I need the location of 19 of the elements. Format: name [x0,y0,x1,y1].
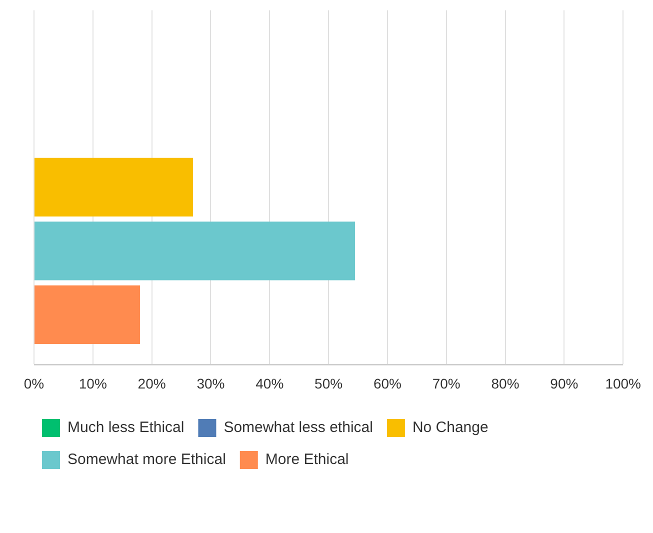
x-tick-label: 0% [24,375,44,392]
bar [34,158,194,217]
x-tick-label: 60% [373,375,402,392]
x-tick-label: 100% [605,375,642,392]
legend-label: No Change [412,419,488,436]
bar [34,285,140,344]
legend-label: Somewhat less ethical [224,419,373,436]
x-tick-label: 90% [550,375,578,392]
x-tick-label: 30% [196,375,225,392]
bar [34,222,356,280]
legend-label: Somewhat more Ethical [68,451,226,468]
legend-label: Much less Ethical [68,419,184,436]
x-tick-label: 80% [491,375,520,392]
x-tick-label: 70% [432,375,460,392]
x-tick-label: 40% [256,375,284,392]
x-tick-label: 10% [78,375,107,392]
x-tick-label: 20% [138,375,166,392]
legend-label: More Ethical [265,451,349,468]
x-tick-label: 50% [314,375,343,392]
